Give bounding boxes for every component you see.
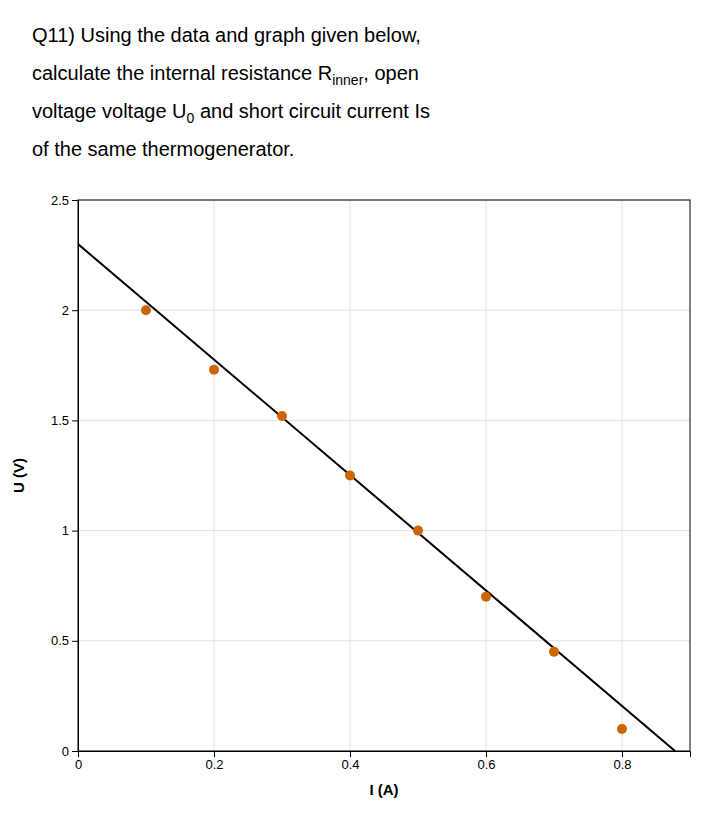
tick: 2 [62,303,78,318]
grid [78,200,690,751]
tick: 0.2 [205,751,223,772]
y-axis: 0 0.5 1 1.5 2 2.5 [51,193,79,759]
tick-label: 0 [62,744,69,759]
x-axis: 0 0.2 0.4 0.6 0.8 [75,751,691,772]
tick-mark [72,420,78,421]
y-axis-title: U (V) [10,458,27,493]
point [141,305,151,315]
point [209,365,219,375]
tick-mark [72,531,78,532]
tick: 0.8 [613,751,631,772]
title: Q11) Using the data and graph given belo… [32,24,430,160]
tick-label: 0.8 [613,757,631,772]
tick-label: 0.4 [341,757,359,772]
title-subscript: inner [332,72,363,88]
point [617,724,627,734]
grid-line-x [622,200,623,751]
point [481,592,491,602]
tick: 2.5 [51,193,78,208]
tick: 0.6 [477,751,495,772]
point [413,526,423,536]
tick-label: 1 [62,523,69,538]
title-text: of the same thermogenerator. [32,138,294,160]
tick: 0.5 [51,633,78,648]
title-text: calculate the internal resistance R [32,62,332,84]
point [549,647,559,657]
x-axis-title: I (A) [369,781,398,798]
tick-mark [72,310,78,311]
tick-label: 2 [62,303,69,318]
tick-mark [214,751,215,757]
tick-label: 0 [75,757,82,772]
grid-line-y [78,640,690,641]
point [345,471,355,481]
tick: 0 [62,744,78,759]
grid-line-y [78,420,690,421]
line [78,244,675,751]
chart: Q11) Using the data and graph given belo… [0,0,720,813]
tick-label: 1.5 [51,413,69,428]
axis-line [72,201,79,752]
tick-mark [350,751,351,757]
title-line: calculate the internal resistance Rinner… [32,62,419,88]
tick-mark [622,751,623,757]
point [277,411,287,421]
grid-line-y [78,310,690,311]
title-text: voltage voltage U [32,100,187,122]
title-text: Q11) Using the data and graph given belo… [32,24,421,46]
axis-line [79,752,691,758]
tick: 1.5 [51,413,78,428]
title-text: and short circuit current Is [194,100,430,122]
tick-label: 0.6 [477,757,495,772]
title-line: voltage voltage U0 and short circuit cur… [32,100,430,126]
tick-mark [72,641,78,642]
title-line: Q11) Using the data and graph given belo… [32,24,421,46]
tick-label: 2.5 [51,193,69,208]
tick-mark [486,751,487,757]
marks [78,244,675,751]
tick-mark [72,751,78,752]
grid-line-x [214,200,215,751]
tick-label: 0.2 [205,757,223,772]
plot-frame [78,200,690,751]
tick-label: 0.5 [51,633,69,648]
tick: 1 [62,523,78,538]
title-line: of the same thermogenerator. [32,138,294,160]
title-text: , open [363,62,419,84]
tick: 0.4 [341,751,359,772]
grid-line-y [78,530,690,531]
tick-mark [72,200,78,201]
grid-line-x [486,200,487,751]
title-subscript: 0 [187,110,195,126]
tick: 0 [75,751,82,772]
